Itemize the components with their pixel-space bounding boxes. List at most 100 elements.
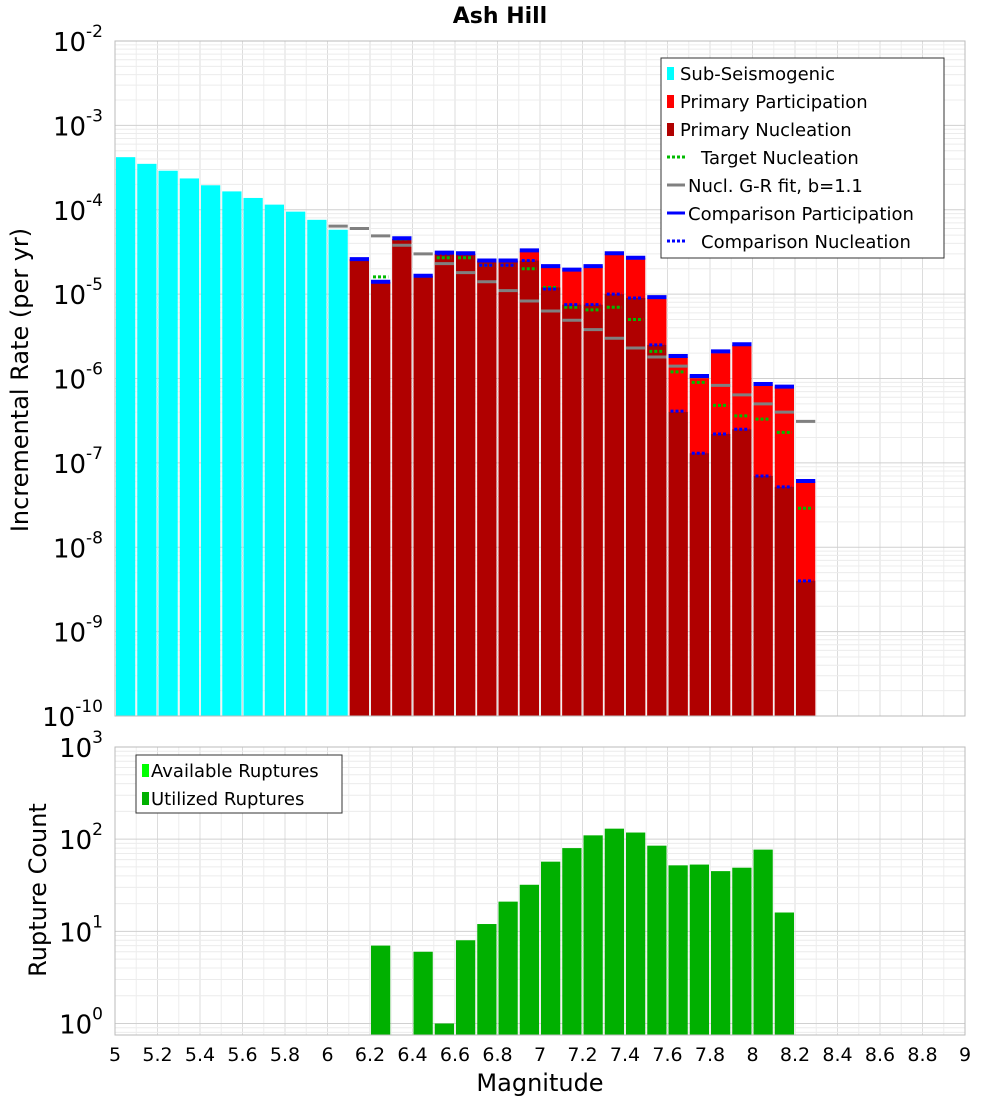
x-tick-label: 8.6 xyxy=(865,1044,895,1066)
primary-nucleation-bar xyxy=(477,260,497,716)
primary-nucleation-bar xyxy=(626,297,646,716)
rate-panel-y-tick-label: 10-7 xyxy=(53,444,103,480)
utilized-ruptures-bar xyxy=(519,884,539,1035)
utilized-ruptures-bar xyxy=(774,912,794,1035)
primary-nucleation-bar xyxy=(668,412,688,716)
x-tick-label: 5.8 xyxy=(270,1044,300,1066)
legend-item-target-nucleation: Target Nucleation xyxy=(667,148,859,169)
x-tick-label: 5.4 xyxy=(185,1044,215,1066)
utilized-ruptures-bars xyxy=(371,828,794,1035)
x-tick-label: 6.6 xyxy=(440,1044,470,1066)
legend-swatch xyxy=(667,67,674,80)
x-tick-label: 8.4 xyxy=(822,1044,852,1066)
primary-nucleation-bar xyxy=(604,294,624,716)
sub-seismogenic-bars xyxy=(116,157,348,717)
comparison-nucleation-marks xyxy=(351,236,814,583)
x-tick-label: 7.4 xyxy=(610,1044,640,1066)
utilized-ruptures-bar xyxy=(477,924,497,1035)
utilized-ruptures-bar xyxy=(668,865,688,1035)
rate-panel-y-tick-label: 10-4 xyxy=(53,191,103,227)
sub-seismogenic-bar xyxy=(222,191,242,717)
sub-seismogenic-bar xyxy=(243,197,263,717)
legend-label: Primary Nucleation xyxy=(680,120,852,141)
rate-panel-y-tick-label: 10-10 xyxy=(42,697,103,733)
primary-nucleation-bar xyxy=(392,239,412,716)
count-panel-y-tick-label: 102 xyxy=(59,820,103,856)
x-tick-label: 7.8 xyxy=(695,1044,725,1066)
primary-nucleation-bar xyxy=(498,260,518,716)
legend-label: Sub-Seismogenic xyxy=(680,64,835,85)
utilized-ruptures-bar xyxy=(647,845,667,1035)
utilized-ruptures-bar xyxy=(753,849,773,1035)
utilized-ruptures-bar xyxy=(456,940,476,1035)
x-tick-label: 8.2 xyxy=(780,1044,810,1066)
count-legend-box xyxy=(135,754,343,814)
x-tick-label: 6 xyxy=(321,1044,333,1066)
legend-label: Nucl. G-R fit, b=1.1 xyxy=(688,176,863,197)
utilized-ruptures-bar xyxy=(626,832,646,1035)
primary-nucleation-bar xyxy=(647,344,667,716)
primary-nucleation-bar xyxy=(796,580,816,716)
utilized-ruptures-bar xyxy=(689,864,709,1035)
primary-nucleation-bar xyxy=(732,429,752,716)
utilized-ruptures-bar xyxy=(541,861,561,1035)
rate-legend: Sub-Seismogenic Primary Participation Prim… xyxy=(660,57,945,259)
comparison-participation-marks xyxy=(349,236,816,483)
utilized-ruptures-bar xyxy=(413,951,433,1035)
utilized-ruptures-bar xyxy=(711,871,731,1035)
legend-swatch xyxy=(142,764,149,777)
rate-panel-y-tick-label: 10-3 xyxy=(53,106,103,142)
x-tick-label: 7 xyxy=(534,1044,546,1066)
x-tick-label: 5 xyxy=(109,1044,121,1066)
utilized-ruptures-bar xyxy=(604,828,624,1035)
primary-nucleation-bar xyxy=(583,304,603,716)
x-tick-labels: 5 5.2 5.4 5.6 5.8 6 6.2 6.4 6.6 6.8 7 7.2 7.4 7.6 7.8 8… xyxy=(109,1044,971,1066)
utilized-ruptures-bar xyxy=(583,835,603,1035)
legend-swatch xyxy=(667,95,674,108)
legend-label: Available Ruptures xyxy=(151,761,319,782)
sub-seismogenic-bar xyxy=(286,211,306,716)
primary-nucleation-bar xyxy=(541,287,561,716)
rate-panel-y-tick-label: 10-8 xyxy=(53,528,103,564)
sub-seismogenic-bar xyxy=(307,219,327,717)
utilized-ruptures-bar xyxy=(371,945,391,1035)
primary-nucleation-bar xyxy=(519,260,539,716)
nucl-g-r-fit-b-1-1-marks xyxy=(328,224,816,423)
legend-item-primary-participation: Primary Participation xyxy=(667,92,868,113)
sub-seismogenic-bar xyxy=(179,178,199,716)
primary-nucleation-bar xyxy=(371,281,391,716)
primary-nucleation-bar xyxy=(774,486,794,716)
primary-nucleation-bar xyxy=(711,433,731,716)
utilized-ruptures-bar xyxy=(434,1023,454,1035)
x-tick-label: 6.4 xyxy=(397,1044,427,1066)
rate-panel-y-tick-label: 10-9 xyxy=(53,613,103,649)
x-tick-label: 7.6 xyxy=(652,1044,682,1066)
x-tick-label: 8 xyxy=(746,1044,758,1066)
count-panel-y-tick-label: 100 xyxy=(59,1004,103,1040)
count-panel-grid xyxy=(114,746,966,1035)
sub-seismogenic-bar xyxy=(158,170,178,716)
x-tick-label: 7.2 xyxy=(567,1044,597,1066)
legend-item-utilized-ruptures: Utilized Ruptures xyxy=(142,789,304,810)
legend-item-available-ruptures: Available Ruptures xyxy=(142,761,319,782)
legend-item-comparison-nucleation: Comparison Nucleation xyxy=(667,232,911,253)
legend-swatch xyxy=(142,792,149,805)
count-panel-y-tick-label: 101 xyxy=(59,912,103,948)
x-tick-label: 6.8 xyxy=(482,1044,512,1066)
chart-title: Ash Hill xyxy=(453,4,547,29)
primary-nucleation-bar xyxy=(753,475,773,716)
primary-nucleation-bar xyxy=(413,275,433,716)
primary-nucleation-bar xyxy=(349,259,369,716)
legend-label: Utilized Ruptures xyxy=(151,789,304,810)
sub-seismogenic-bar xyxy=(328,229,348,717)
rate-legend-box xyxy=(660,57,945,259)
rate-panel-y-tick-label: 10-6 xyxy=(53,360,103,396)
sub-seismogenic-bar xyxy=(116,157,136,717)
utilized-ruptures-bar xyxy=(562,848,582,1035)
legend-item-nucl-g-r-fit-b-1-1: Nucl. G-R fit, b=1.1 xyxy=(667,176,863,197)
x-tick-label: 5.6 xyxy=(227,1044,257,1066)
x-tick-label: 8.8 xyxy=(907,1044,937,1066)
primary-nucleation-bar xyxy=(434,253,454,716)
